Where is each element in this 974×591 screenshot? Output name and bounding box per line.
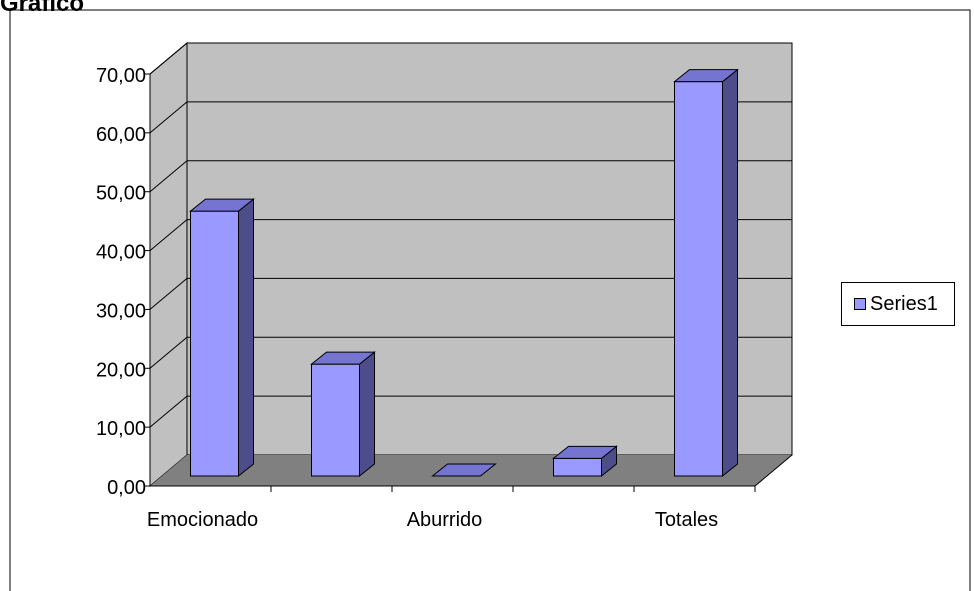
x-tick-label: Emocionado [147,509,258,531]
bar [190,210,239,477]
gridline-diagonal [149,42,188,75]
gridline-diagonal [149,395,188,428]
bar-top [310,351,376,365]
y-tick-label: 10,00 [96,418,146,440]
gridline-diagonal [149,101,188,134]
bar-top [189,198,255,212]
y-tick-label: 50,00 [96,183,146,205]
gridline-diagonal [149,160,188,193]
gridline-diagonal [149,336,188,369]
legend-label: Series1 [870,292,938,315]
chart-frame [9,9,971,591]
bar [553,457,602,477]
bar-top [552,445,618,459]
floor-edge [754,454,793,487]
y-tick-label: 30,00 [96,300,146,322]
x-tick-label: Aburrido [407,509,483,531]
bar [674,81,723,477]
bar-side [238,198,254,478]
y-tick-label: 20,00 [96,359,146,381]
legend: Series1 [841,282,955,326]
bar-side [359,351,375,478]
side-wall [149,41,188,488]
bar-side [722,68,738,478]
x-tick-label: Totales [655,509,718,531]
legend-swatch [854,298,866,310]
y-tick-label: 60,00 [96,124,146,146]
bar-top [673,69,739,83]
gridline-diagonal [149,219,188,251]
bar-top [431,463,497,477]
chart-title-fragment: Gráfico [0,0,85,17]
y-tick-label: 40,00 [96,242,146,264]
gridline-diagonal [149,278,188,310]
y-tick-label: 70,00 [96,65,146,87]
bar [311,363,360,477]
y-tick-label: 0,00 [107,477,146,499]
